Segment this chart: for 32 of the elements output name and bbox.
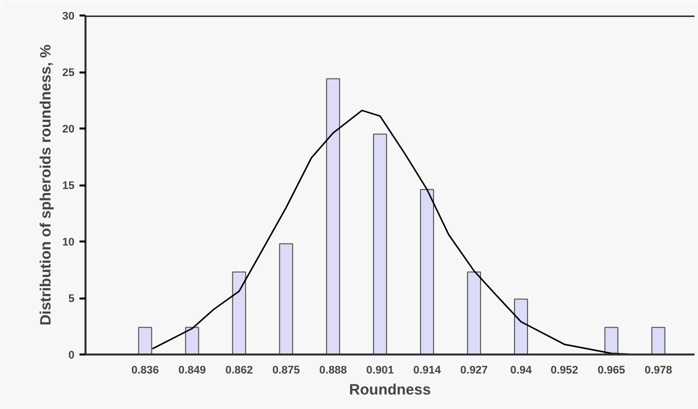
- y-tick-label: 0: [68, 350, 75, 362]
- bar: [138, 326, 152, 354]
- x-axis-title: Roundness: [349, 382, 431, 398]
- x-tick-label: 0.836: [131, 364, 159, 376]
- x-tick-label: 0.862: [225, 364, 253, 376]
- x-tick-label: 0.914: [413, 364, 442, 376]
- x-tick-label: 0.952: [550, 364, 578, 376]
- x-tick-label: 0.875: [272, 364, 300, 376]
- x-tick-label: 0.849: [178, 364, 206, 376]
- y-tick-label: 15: [62, 180, 75, 192]
- bar: [514, 298, 528, 354]
- bar: [467, 272, 482, 354]
- x-tick-label: 0.978: [644, 364, 672, 376]
- x-tick-label: 0.888: [319, 364, 347, 376]
- y-tick-label: 20: [62, 124, 75, 136]
- y-tick-label: 5: [68, 293, 75, 305]
- bar: [420, 189, 434, 354]
- y-tick-label: 30: [62, 10, 75, 22]
- bar: [373, 134, 388, 354]
- y-tick-label: 10: [62, 236, 75, 248]
- bar: [651, 326, 666, 354]
- bar: [326, 78, 340, 354]
- y-tick-label: 25: [62, 67, 75, 79]
- bar: [232, 272, 246, 354]
- bar: [185, 326, 200, 354]
- x-tick-label: 0.901: [366, 364, 394, 376]
- x-tick-label: 0.94: [510, 364, 533, 376]
- bar: [604, 326, 618, 354]
- bar: [279, 243, 294, 354]
- x-tick-label: 0.927: [460, 364, 488, 376]
- y-axis-title: Distribution of spheroids roundness, %: [37, 44, 54, 326]
- x-tick-label: 0.965: [598, 364, 626, 376]
